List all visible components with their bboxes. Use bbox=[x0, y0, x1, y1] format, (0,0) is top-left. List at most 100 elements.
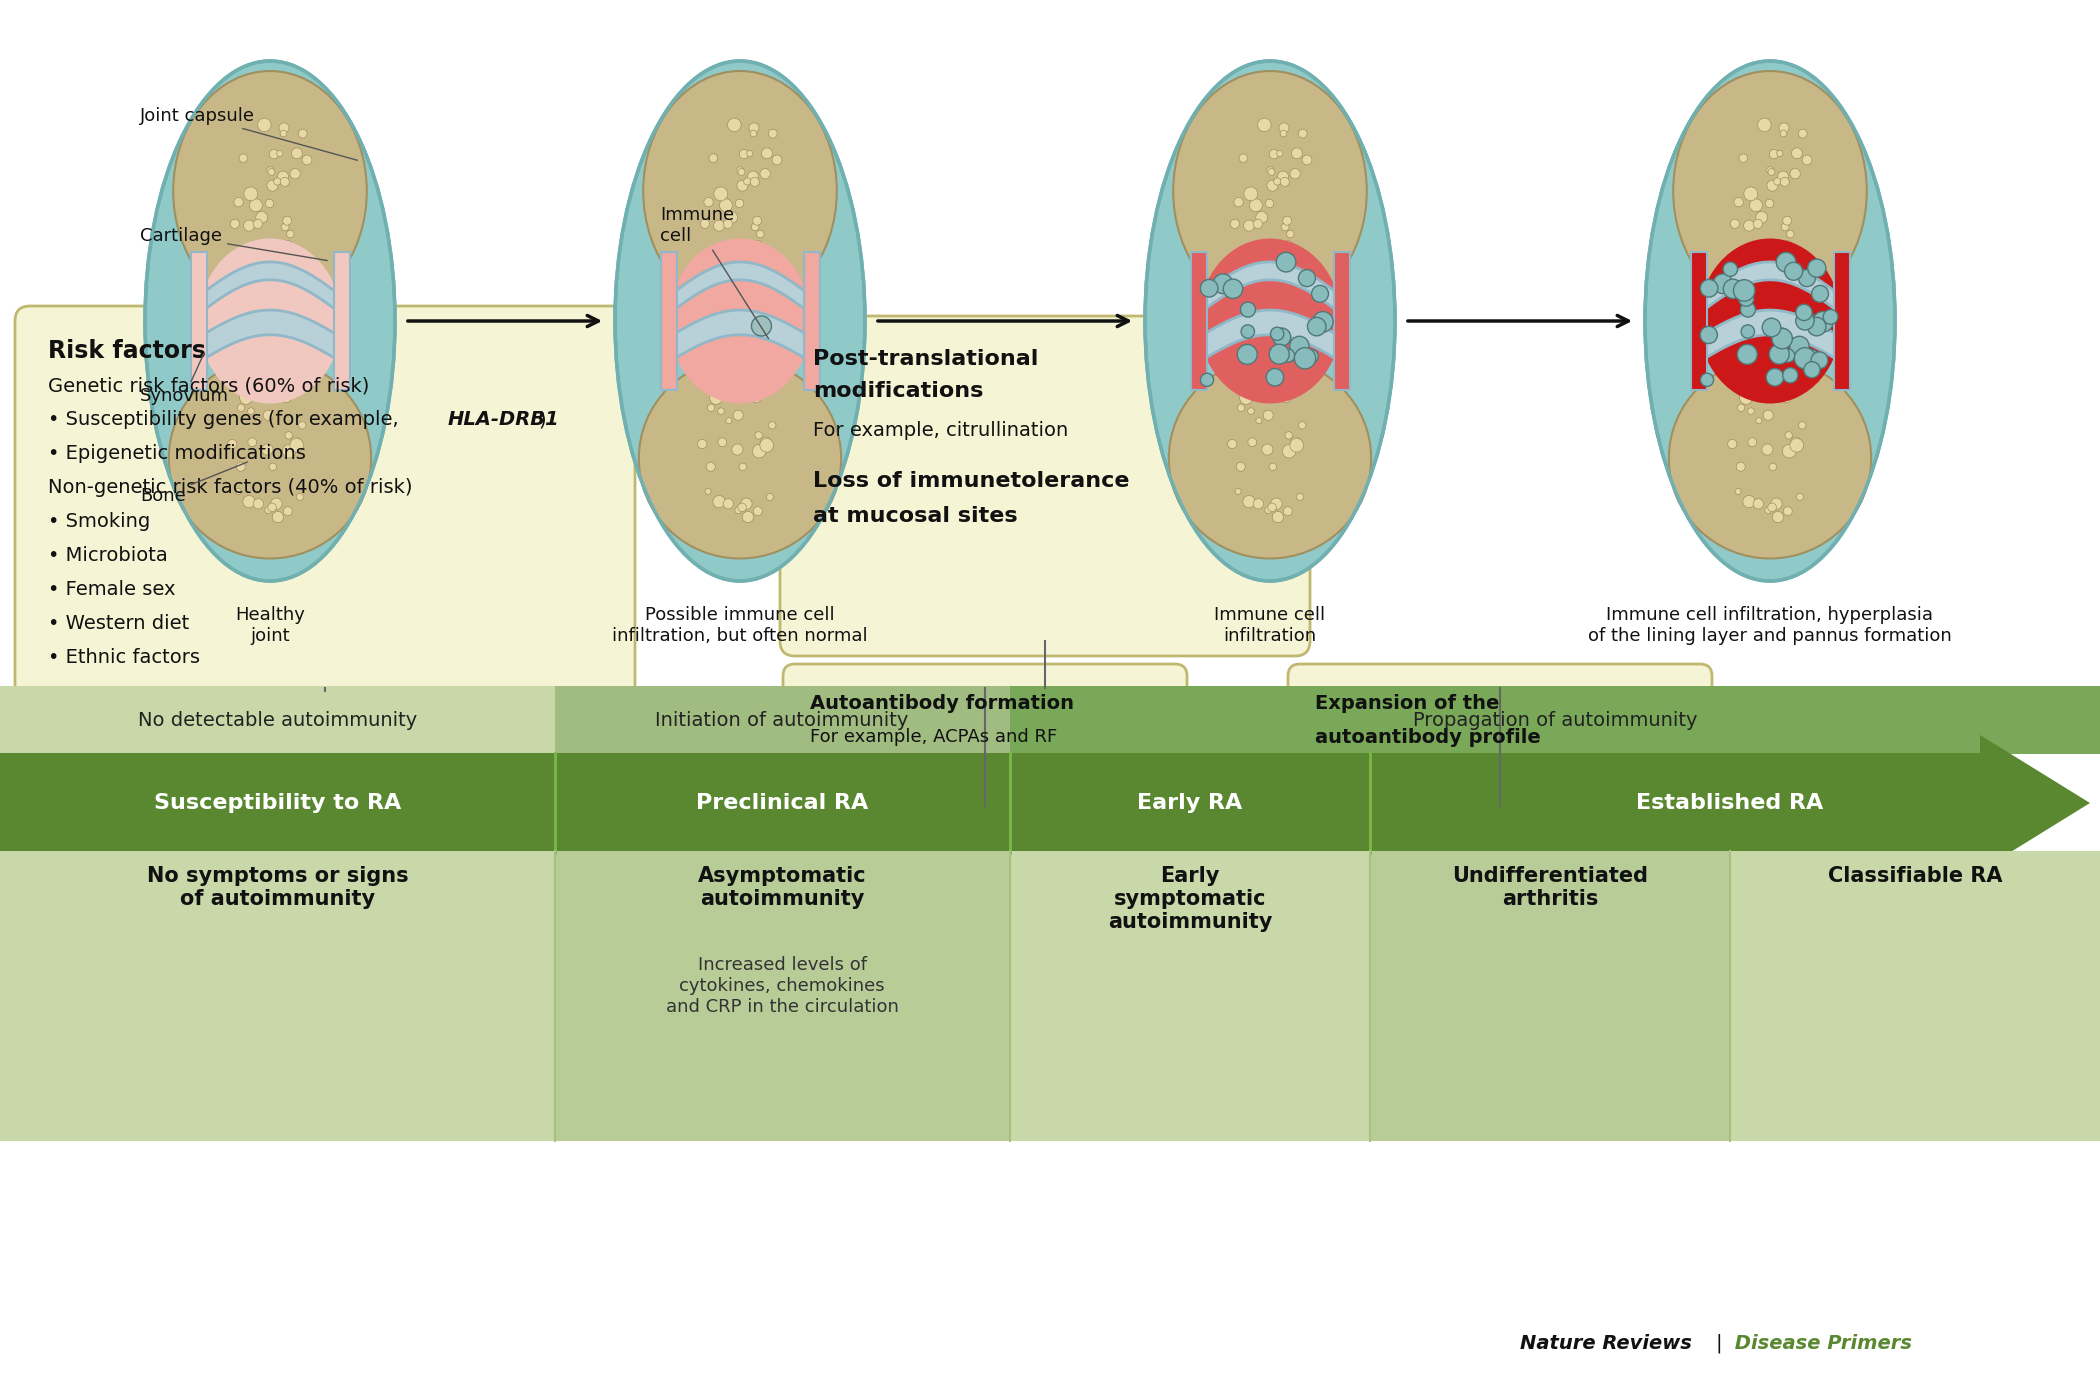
Circle shape bbox=[1268, 149, 1279, 159]
Circle shape bbox=[1294, 348, 1317, 369]
Text: at mucosal sites: at mucosal sites bbox=[813, 505, 1018, 526]
Circle shape bbox=[1796, 493, 1804, 500]
Circle shape bbox=[267, 167, 273, 174]
Circle shape bbox=[1270, 499, 1283, 510]
Text: Cartilage: Cartilage bbox=[141, 226, 328, 261]
Circle shape bbox=[248, 407, 254, 414]
Circle shape bbox=[1292, 148, 1302, 159]
Circle shape bbox=[699, 220, 710, 228]
Circle shape bbox=[1235, 489, 1241, 494]
Circle shape bbox=[1285, 240, 1292, 249]
Circle shape bbox=[1741, 325, 1753, 338]
Circle shape bbox=[284, 217, 292, 225]
Polygon shape bbox=[662, 253, 676, 389]
Ellipse shape bbox=[145, 61, 395, 581]
Bar bbox=[0, 851, 554, 1141]
Circle shape bbox=[1277, 171, 1289, 182]
Circle shape bbox=[271, 499, 281, 510]
Text: Increased levels of
cytokines, chemokines
and CRP in the circulation: Increased levels of cytokines, chemokine… bbox=[666, 956, 899, 1015]
Circle shape bbox=[1747, 438, 1758, 446]
Text: • Western diet: • Western diet bbox=[48, 615, 189, 632]
Text: Non-genetic risk factors (40% of risk): Non-genetic risk factors (40% of risk) bbox=[48, 478, 412, 497]
Circle shape bbox=[269, 168, 275, 175]
Circle shape bbox=[1756, 417, 1762, 424]
Polygon shape bbox=[1833, 253, 1850, 389]
Circle shape bbox=[244, 220, 254, 231]
Circle shape bbox=[1201, 373, 1214, 387]
Circle shape bbox=[1231, 220, 1239, 228]
Circle shape bbox=[1266, 167, 1273, 174]
Circle shape bbox=[748, 151, 754, 156]
Circle shape bbox=[1732, 280, 1756, 301]
FancyBboxPatch shape bbox=[779, 316, 1310, 656]
Text: Synovium: Synovium bbox=[141, 354, 229, 405]
Circle shape bbox=[1808, 260, 1825, 278]
Polygon shape bbox=[191, 253, 206, 389]
Circle shape bbox=[737, 180, 748, 191]
Circle shape bbox=[302, 155, 313, 164]
Circle shape bbox=[1701, 326, 1718, 344]
Circle shape bbox=[1770, 499, 1783, 510]
Circle shape bbox=[265, 199, 273, 207]
Circle shape bbox=[1724, 262, 1737, 276]
Circle shape bbox=[1791, 148, 1802, 159]
Circle shape bbox=[1724, 279, 1743, 298]
Circle shape bbox=[748, 171, 758, 182]
Circle shape bbox=[254, 220, 262, 229]
Circle shape bbox=[1783, 445, 1795, 458]
Circle shape bbox=[731, 261, 739, 269]
Circle shape bbox=[722, 499, 733, 510]
Circle shape bbox=[1281, 177, 1289, 186]
Polygon shape bbox=[1690, 253, 1707, 389]
Circle shape bbox=[1239, 391, 1252, 405]
Polygon shape bbox=[1699, 309, 1842, 362]
Circle shape bbox=[1802, 155, 1812, 164]
Ellipse shape bbox=[1699, 239, 1842, 403]
Ellipse shape bbox=[643, 70, 836, 311]
Polygon shape bbox=[0, 735, 2090, 871]
Circle shape bbox=[1789, 337, 1808, 356]
Text: • Susceptibility genes (for example,: • Susceptibility genes (for example, bbox=[48, 410, 405, 429]
Circle shape bbox=[1283, 445, 1296, 458]
Ellipse shape bbox=[615, 61, 865, 581]
Polygon shape bbox=[1699, 262, 1842, 313]
Text: |: | bbox=[1716, 1334, 1722, 1353]
Circle shape bbox=[281, 392, 292, 403]
Circle shape bbox=[752, 316, 771, 336]
Bar bbox=[554, 851, 1010, 1141]
Circle shape bbox=[233, 197, 244, 207]
Circle shape bbox=[1768, 463, 1777, 471]
Circle shape bbox=[739, 149, 748, 159]
Circle shape bbox=[1796, 304, 1812, 320]
Circle shape bbox=[1762, 318, 1781, 337]
Circle shape bbox=[1268, 168, 1275, 175]
Circle shape bbox=[760, 436, 771, 447]
Circle shape bbox=[1764, 410, 1772, 420]
Circle shape bbox=[1810, 352, 1827, 369]
Circle shape bbox=[708, 405, 714, 412]
Circle shape bbox=[1264, 410, 1273, 420]
Text: Classifiable RA: Classifiable RA bbox=[1827, 866, 2001, 887]
Circle shape bbox=[1772, 329, 1791, 347]
Text: Expansion of the: Expansion of the bbox=[1315, 695, 1499, 713]
Circle shape bbox=[1735, 197, 1743, 207]
Circle shape bbox=[1791, 436, 1802, 447]
Circle shape bbox=[298, 421, 307, 429]
Text: Immune
cell: Immune cell bbox=[659, 206, 769, 338]
Circle shape bbox=[1264, 507, 1273, 514]
Circle shape bbox=[248, 438, 256, 446]
Circle shape bbox=[1766, 180, 1779, 191]
Circle shape bbox=[1298, 421, 1306, 429]
Circle shape bbox=[250, 199, 262, 211]
Circle shape bbox=[752, 392, 760, 403]
Circle shape bbox=[1772, 511, 1783, 522]
Circle shape bbox=[265, 507, 271, 514]
Circle shape bbox=[1273, 178, 1281, 185]
Text: • Smoking: • Smoking bbox=[48, 512, 151, 532]
Circle shape bbox=[1289, 337, 1308, 356]
Circle shape bbox=[718, 407, 724, 414]
Circle shape bbox=[1768, 503, 1777, 512]
Circle shape bbox=[1789, 168, 1800, 180]
Circle shape bbox=[1754, 220, 1762, 229]
Text: Early
symptomatic
autoimmunity: Early symptomatic autoimmunity bbox=[1109, 866, 1273, 932]
